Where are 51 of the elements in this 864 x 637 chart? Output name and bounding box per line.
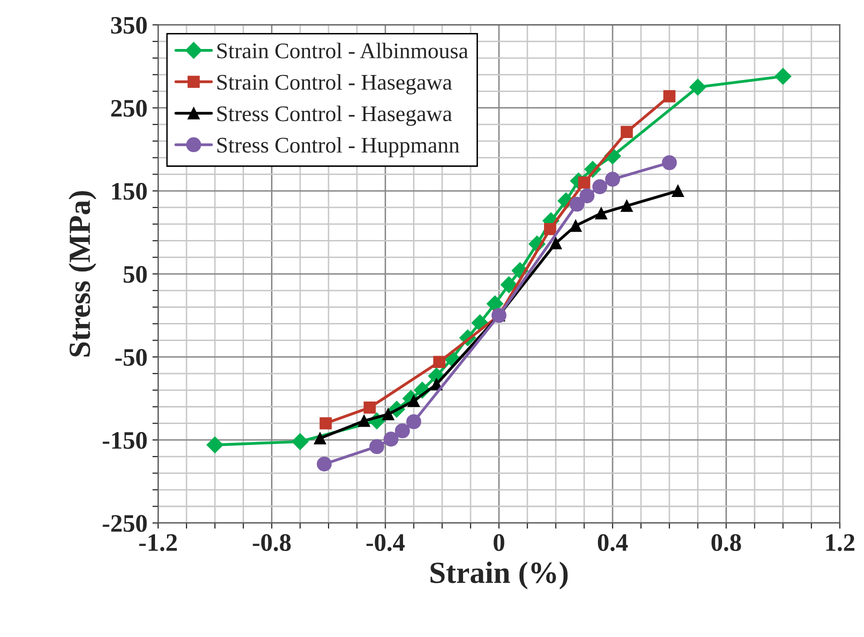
point — [662, 155, 677, 170]
y-axis-title: Stress (MPa) — [68, 191, 96, 356]
y-tick-label: -50 — [115, 348, 147, 366]
point — [550, 237, 562, 250]
x-axis-title: Strain (%) — [430, 562, 568, 590]
point — [364, 402, 376, 414]
point — [433, 356, 446, 368]
y-tick-label: 250 — [111, 100, 147, 117]
point — [206, 436, 224, 454]
point — [384, 432, 398, 447]
point — [369, 439, 384, 454]
point — [620, 126, 633, 138]
point — [570, 220, 582, 232]
y-tick-label: -250 — [102, 515, 147, 532]
point — [570, 196, 585, 212]
legend-label: Strain Control - Albinmousa — [217, 42, 468, 58]
legend-label: Strain Control - Hasegawa — [217, 74, 452, 94]
point — [620, 200, 633, 212]
point — [672, 184, 684, 197]
point — [663, 90, 676, 102]
x-tick-label: 0 — [494, 534, 504, 551]
point — [595, 207, 608, 220]
x-tick-label: -0.4 — [366, 534, 405, 552]
y-tick-label: -150 — [102, 432, 147, 449]
point — [580, 188, 594, 204]
point — [544, 223, 556, 236]
x-tick-label: -1.2 — [139, 534, 177, 552]
point — [578, 176, 590, 189]
y-tick-label: 350 — [111, 16, 147, 34]
point — [292, 433, 309, 450]
point — [314, 432, 326, 444]
point — [605, 172, 620, 187]
point — [316, 456, 332, 472]
x-tick-label: 1.2 — [826, 534, 854, 552]
y-tick-label: 50 — [124, 266, 147, 283]
point — [486, 295, 504, 312]
y-tick-label: 150 — [112, 182, 147, 200]
point — [320, 417, 332, 430]
point — [500, 276, 518, 294]
point — [689, 78, 706, 96]
point — [358, 414, 370, 427]
point — [774, 68, 792, 85]
legend-label: Stress Control - Hasegawa — [217, 106, 452, 126]
point — [406, 414, 422, 430]
x-tick-label: 0.4 — [598, 534, 628, 552]
point — [382, 408, 394, 420]
legend-label: Stress Control - Huppmann — [217, 137, 460, 158]
x-tick-label: -0.8 — [252, 534, 291, 552]
x-tick-label: 0.8 — [712, 534, 741, 552]
point — [394, 423, 410, 438]
point — [592, 179, 608, 194]
